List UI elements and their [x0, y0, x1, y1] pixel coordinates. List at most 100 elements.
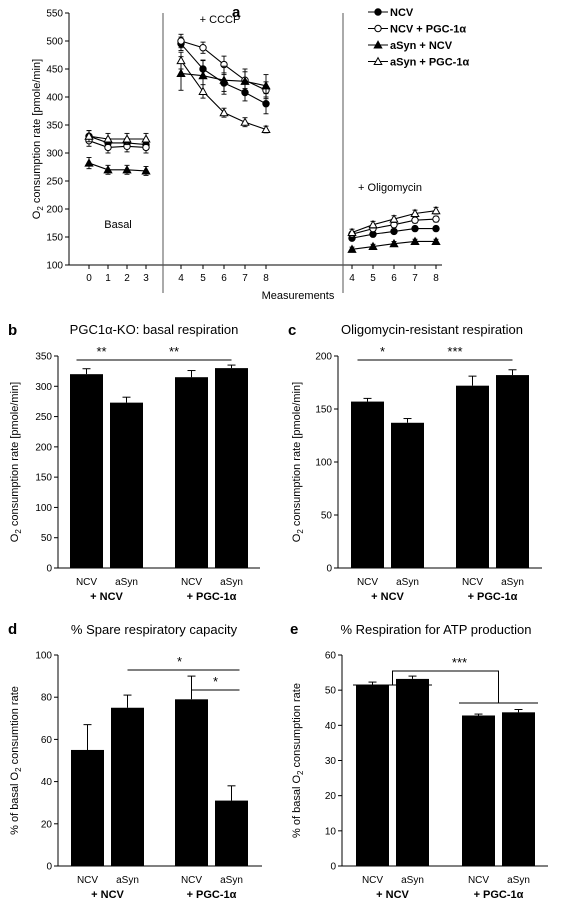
y-tick-label: 350	[35, 352, 52, 363]
bar	[175, 377, 208, 568]
x-tick-label: NCV	[468, 875, 489, 886]
data-point	[141, 166, 151, 175]
data-point	[219, 107, 229, 117]
x-tick-label: aSyn	[220, 577, 243, 588]
bar	[351, 401, 384, 568]
y-tick-label: 500	[46, 37, 63, 48]
y-tick-label: 30	[325, 756, 337, 767]
series-NCV + PGC-1α	[85, 33, 440, 238]
x-tick-label: 8	[263, 273, 269, 284]
data-point	[103, 134, 113, 143]
y-tick-label: 250	[46, 177, 63, 188]
x-tick-label: NCV	[357, 577, 378, 588]
y-tick-label: 0	[46, 862, 52, 873]
data-point	[389, 214, 399, 223]
y-tick-label: 20	[41, 819, 53, 830]
data-point	[373, 40, 383, 49]
panel-b: PGC1α-KO: basal respiration 0 50 100 150 200 2…	[9, 322, 260, 603]
data-point	[240, 76, 250, 85]
data-point	[122, 164, 132, 174]
data-point	[84, 131, 94, 140]
panel-title: % Respiration for ATP production	[340, 622, 531, 637]
y-tick-label: 400	[46, 93, 63, 104]
bar	[111, 707, 144, 866]
significance-label: *	[380, 344, 385, 359]
data-point	[219, 75, 229, 84]
data-point	[141, 134, 151, 143]
panel-letter-a: a	[232, 4, 241, 21]
series-line	[88, 135, 146, 140]
group-label: + NCV	[91, 889, 124, 901]
bar	[175, 699, 208, 866]
significance-label: *	[213, 674, 218, 689]
group-label: + NCV	[90, 591, 123, 603]
bar	[396, 678, 429, 866]
x-tick-label: 4	[349, 273, 355, 284]
y-tick-label: 0	[46, 564, 52, 575]
y-tick-label: 100	[35, 651, 52, 662]
series-line	[180, 60, 267, 130]
data-point	[431, 236, 441, 246]
y-axis-label: O2 consumption rate [pmole/min]	[31, 59, 45, 219]
x-tick-label: 6	[221, 273, 227, 284]
panel-letter-d: d	[8, 621, 17, 638]
series-line	[88, 162, 147, 172]
y-tick-label: 250	[35, 412, 52, 423]
data-point	[240, 117, 250, 126]
significance-label: **	[169, 344, 179, 359]
data-point	[411, 216, 419, 224]
data-point	[390, 227, 398, 236]
x-tick-label: NCV	[181, 875, 202, 886]
y-tick-label: 0	[326, 564, 332, 575]
x-tick-label: aSyn	[501, 577, 524, 588]
data-point	[198, 70, 208, 80]
y-tick-label: 40	[325, 721, 337, 732]
data-point	[199, 44, 207, 52]
x-axis-label: Measurements	[262, 290, 335, 302]
y-tick-label: 0	[330, 862, 336, 873]
phase-label-oligomycin: + Oligomycin	[358, 182, 422, 194]
y-tick-label: 150	[35, 473, 52, 484]
data-point	[84, 158, 94, 167]
x-tick-label: 4	[178, 273, 184, 284]
group-label: + PGC-1α	[468, 591, 518, 603]
x-tick-label: 5	[200, 273, 206, 284]
x-tick-label: aSyn	[507, 875, 530, 886]
group-label: + PGC-1α	[474, 889, 524, 901]
x-tick-label: 2	[124, 273, 130, 284]
x-tick-label: NCV	[77, 875, 98, 886]
data-point	[411, 224, 419, 233]
group-label: + NCV	[376, 889, 409, 901]
panel-letter-b: b	[8, 322, 17, 339]
legend-entry: NCV + PGC-1α	[390, 24, 466, 36]
y-tick-label: 200	[35, 442, 52, 453]
bar	[496, 375, 529, 568]
y-tick-label: 100	[315, 458, 332, 469]
data-point	[104, 143, 112, 152]
bar	[391, 422, 424, 568]
phase-label-basal: Basal	[104, 219, 132, 231]
y-tick-label: 60	[41, 735, 53, 746]
data-point	[373, 56, 383, 66]
data-point	[347, 227, 357, 237]
x-tick-label: 3	[143, 273, 149, 284]
bar	[215, 368, 248, 568]
significance-label: ***	[452, 655, 467, 670]
x-tick-label: 7	[242, 273, 248, 284]
y-axis-label: % of basal O2 consumtion rate	[9, 686, 23, 835]
series-aSyn + NCV	[84, 56, 441, 253]
bar	[110, 402, 143, 568]
series-line	[180, 43, 267, 105]
y-tick-label: 350	[46, 121, 63, 132]
data-point	[432, 224, 440, 233]
y-tick-label: 100	[35, 503, 52, 514]
data-point	[176, 68, 186, 78]
legend-entry: NCV	[390, 7, 414, 19]
x-tick-label: NCV	[462, 577, 483, 588]
panel-title: PGC1α-KO: basal respiration	[70, 322, 239, 337]
y-tick-label: 450	[46, 65, 63, 76]
data-point	[431, 205, 441, 215]
panel-e: % Respiration for ATP production 0 10 20 30 4…	[291, 622, 548, 901]
bar	[456, 385, 489, 568]
